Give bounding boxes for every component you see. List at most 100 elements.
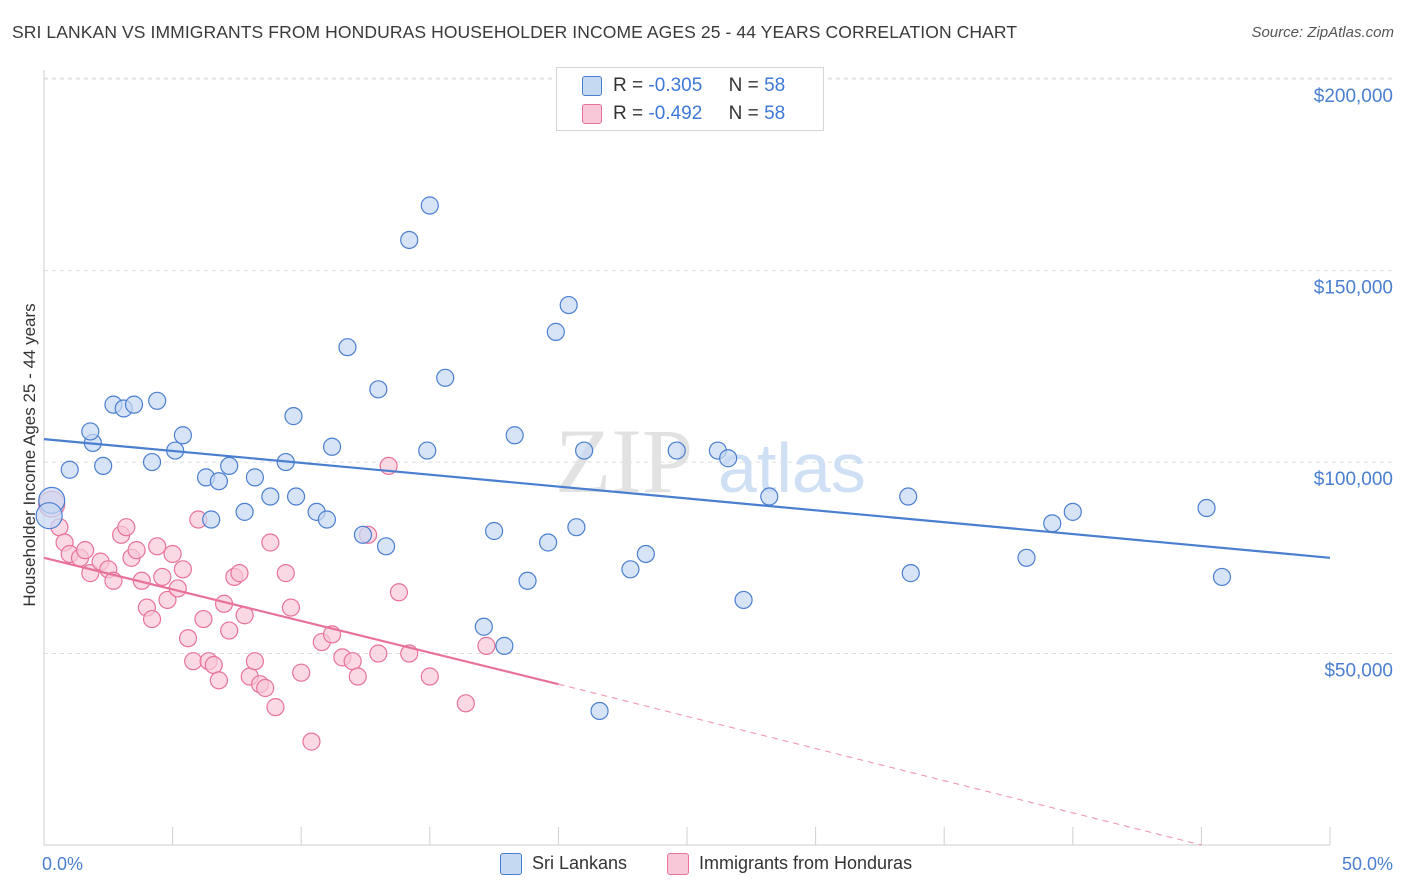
sri-lankans-point bbox=[899, 487, 918, 506]
sri-lankans-point bbox=[322, 437, 342, 456]
legend-n-label: N = bbox=[728, 75, 759, 96]
sri-lankans-point bbox=[353, 525, 373, 544]
sri-lankans-point bbox=[505, 426, 524, 445]
sri-lankans-point bbox=[621, 560, 640, 579]
honduras-point bbox=[148, 537, 167, 556]
sri-lankans-point bbox=[418, 441, 437, 460]
sri-lankans-point bbox=[148, 391, 167, 410]
honduras-point bbox=[281, 598, 301, 617]
honduras-point bbox=[420, 667, 439, 686]
sri-lankans-point bbox=[485, 521, 504, 541]
legend-n-label: N = bbox=[728, 103, 759, 124]
legend-r-value: -0.492 bbox=[648, 103, 703, 124]
grid-lines bbox=[44, 77, 1396, 655]
trend-line-sri-lankans bbox=[43, 438, 1331, 559]
honduras-point bbox=[117, 518, 136, 537]
trend-line-honduras-extension bbox=[558, 683, 1202, 846]
sri-lankans-point bbox=[81, 422, 100, 441]
series-sri-lankans-points bbox=[35, 196, 1232, 721]
honduras-point bbox=[245, 652, 265, 671]
sri-lankans-point bbox=[567, 518, 586, 537]
honduras-point bbox=[158, 590, 177, 610]
sri-lankans-point bbox=[284, 407, 303, 426]
sri-lankans-point bbox=[546, 322, 565, 341]
legend-label-sri: Sri Lankans bbox=[532, 853, 628, 873]
y-tick-label: $50,000 bbox=[1324, 661, 1393, 682]
sri-lankans-point bbox=[261, 487, 280, 506]
sri-lankans-point bbox=[559, 295, 578, 315]
sri-lankans-point bbox=[590, 701, 609, 721]
legend-swatch-honduras bbox=[582, 104, 602, 124]
sri-lankans-point bbox=[719, 449, 738, 468]
y-tick-label: $200,000 bbox=[1314, 86, 1393, 107]
honduras-point bbox=[173, 560, 192, 579]
watermark-zip: ZIP bbox=[555, 410, 693, 512]
trend-lines bbox=[43, 438, 1331, 846]
sri-lankans-point bbox=[124, 395, 144, 414]
sri-lankans-point bbox=[760, 487, 779, 506]
honduras-point bbox=[209, 671, 228, 690]
y-tick-label: $100,000 bbox=[1314, 469, 1393, 490]
axes bbox=[43, 70, 1331, 846]
sri-lankans-point bbox=[495, 636, 514, 655]
legend-n-value: 58 bbox=[764, 103, 786, 124]
legend-r-label: R = bbox=[613, 103, 644, 124]
honduras-point bbox=[178, 629, 198, 648]
sri-lankans-point bbox=[94, 456, 113, 476]
sri-lankans-point bbox=[245, 468, 265, 487]
correlation-legend: R = -0.305 N = 58 R = -0.492 N = 58 bbox=[556, 67, 824, 131]
honduras-point bbox=[153, 567, 172, 587]
sri-lankans-point bbox=[400, 230, 419, 250]
legend-swatch-honduras bbox=[667, 853, 689, 875]
sri-lankans-point bbox=[636, 544, 655, 564]
honduras-point bbox=[348, 667, 367, 686]
honduras-point bbox=[389, 583, 409, 602]
honduras-point bbox=[261, 533, 280, 552]
honduras-point bbox=[184, 652, 203, 671]
honduras-point bbox=[163, 544, 182, 564]
sri-lankans-point bbox=[901, 564, 920, 583]
sri-lankans-point bbox=[1017, 548, 1036, 567]
y-tick-labels: $50,000 $100,000 $150,000 $200,000 bbox=[1314, 86, 1393, 681]
honduras-point bbox=[276, 564, 295, 583]
honduras-point bbox=[204, 655, 223, 675]
legend-swatch-sri bbox=[500, 853, 522, 875]
sri-lankans-point bbox=[338, 338, 357, 357]
honduras-point bbox=[266, 698, 285, 717]
honduras-point bbox=[194, 609, 213, 629]
sri-lankans-point bbox=[60, 460, 79, 479]
honduras-point bbox=[76, 541, 95, 560]
honduras-point bbox=[220, 621, 239, 640]
sri-lankans-point bbox=[436, 368, 455, 387]
sri-lankans-point bbox=[1063, 502, 1082, 521]
sri-lankans-point bbox=[734, 590, 753, 610]
honduras-point bbox=[369, 644, 388, 663]
sri-lankans-point bbox=[376, 537, 396, 556]
sri-lankans-point bbox=[173, 426, 192, 445]
y-tick-label: $150,000 bbox=[1314, 278, 1393, 299]
sri-lankans-point bbox=[518, 571, 537, 590]
honduras-point bbox=[127, 541, 146, 560]
sri-lankans-point bbox=[142, 452, 162, 472]
legend-label-honduras: Immigrants from Honduras bbox=[699, 853, 913, 873]
sri-lankans-point bbox=[474, 617, 493, 636]
sri-lankans-point bbox=[209, 472, 228, 491]
sri-lankans-point bbox=[1043, 514, 1062, 533]
sri-lankans-point bbox=[420, 196, 439, 215]
honduras-point bbox=[456, 694, 475, 713]
sri-lankans-point bbox=[539, 533, 558, 552]
source-label: Source: ZipAtlas.com bbox=[1251, 24, 1394, 41]
legend-swatch-sri bbox=[582, 76, 602, 96]
watermark-atlas: atlas bbox=[718, 429, 866, 507]
honduras-point bbox=[230, 564, 249, 583]
honduras-point bbox=[302, 732, 321, 751]
legend-r-label: R = bbox=[613, 75, 644, 96]
x-tick-label-min: 0.0% bbox=[42, 854, 83, 874]
sri-lankans-point bbox=[202, 510, 221, 529]
x-tick-label-max: 50.0% bbox=[1342, 854, 1393, 874]
sri-lankans-point bbox=[369, 380, 388, 399]
sri-lankans-point bbox=[1212, 567, 1232, 587]
chart-title: SRI LANKAN VS IMMIGRANTS FROM HONDURAS H… bbox=[12, 22, 1018, 42]
sri-lankans-point bbox=[667, 441, 686, 460]
